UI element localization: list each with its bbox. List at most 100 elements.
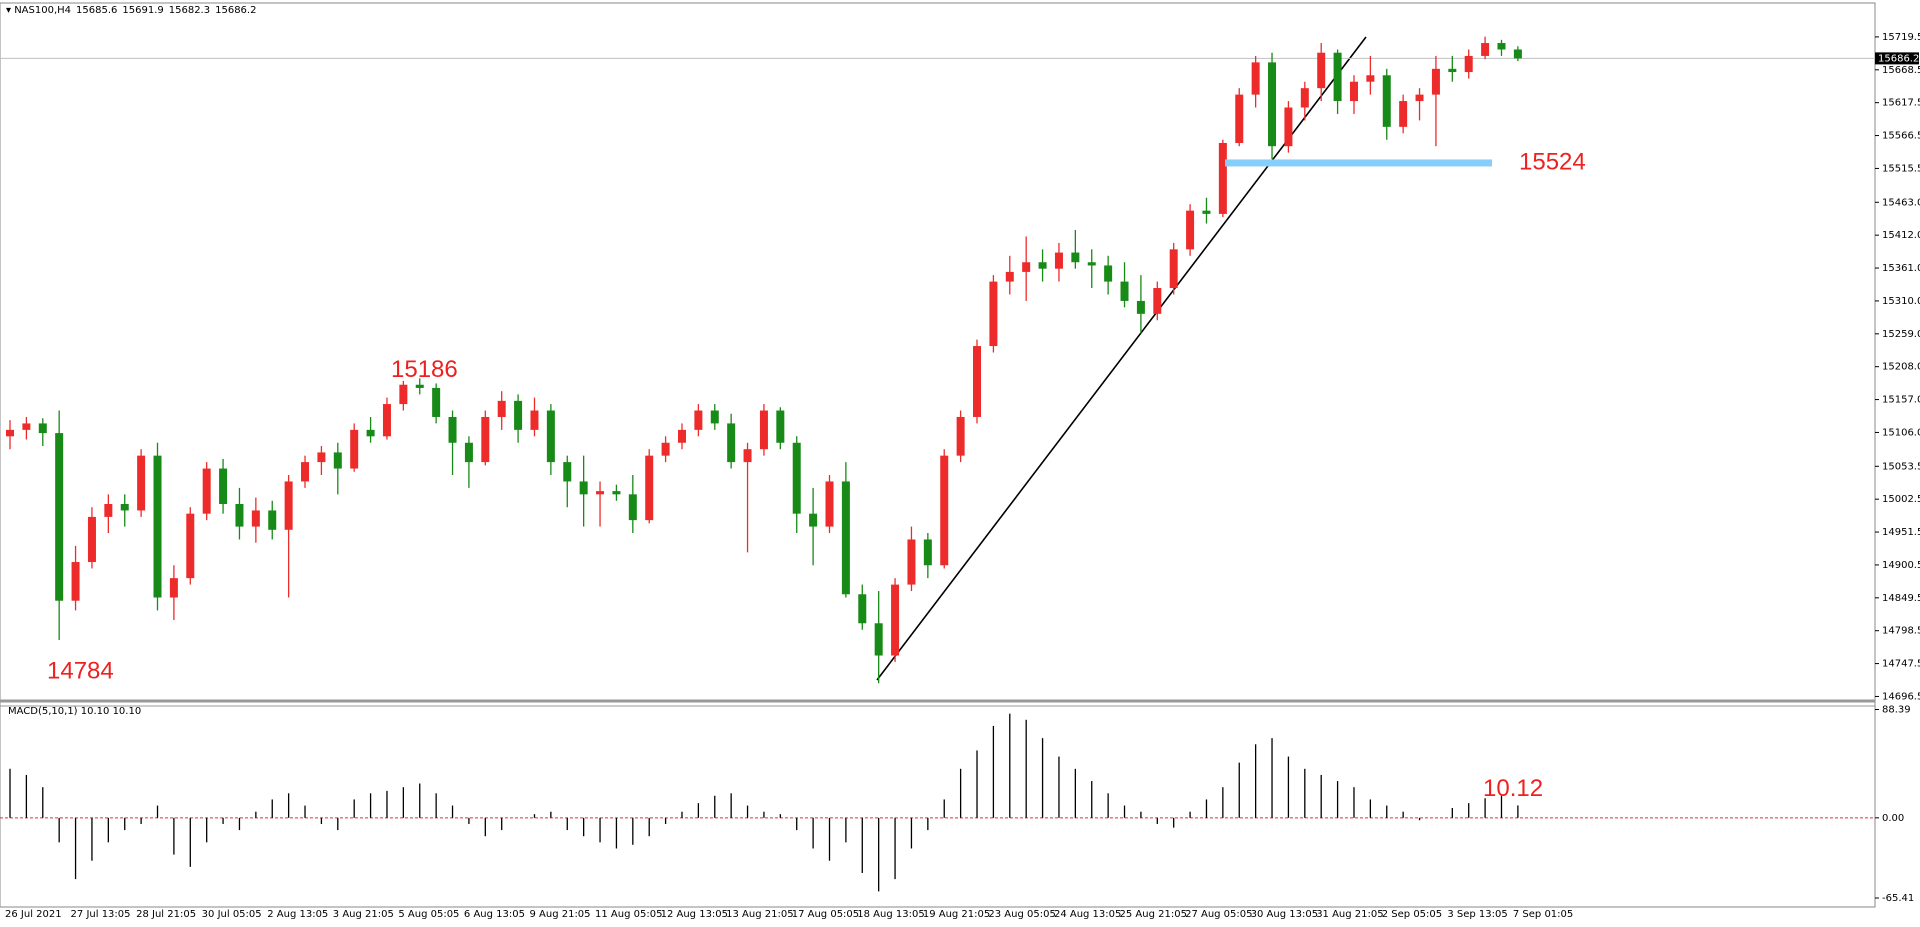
candle-body <box>1251 62 1260 95</box>
open: 15685.6 <box>76 5 118 16</box>
x-tick-label: 9 Aug 21:05 <box>529 909 590 920</box>
candle-body <box>874 623 883 656</box>
candle-body <box>956 416 965 456</box>
x-tick-label: 26 Jul 2021 <box>5 909 62 920</box>
candle-body <box>1448 68 1457 73</box>
candle-body <box>612 491 621 495</box>
candle-body <box>710 410 719 424</box>
candle-body <box>792 442 801 514</box>
candle-body <box>55 433 64 601</box>
candle-body <box>1431 68 1440 95</box>
x-tick-label: 27 Jul 13:05 <box>71 909 131 920</box>
support-zone <box>1225 159 1492 167</box>
y-tick-label: 15412.0 <box>1882 230 1920 241</box>
x-tick-label: 18 Aug 13:05 <box>857 909 924 920</box>
x-tick-label: 5 Aug 05:05 <box>398 909 459 920</box>
candle-body <box>1071 252 1080 263</box>
candle-body <box>1284 107 1293 147</box>
candle-body <box>907 539 916 585</box>
y-tick-label: 88.39 <box>1882 705 1911 716</box>
candle-body <box>202 468 211 514</box>
candle-body <box>415 384 424 388</box>
candle-body <box>366 429 375 437</box>
candle-body <box>891 584 900 656</box>
candle-body <box>104 504 113 517</box>
candle-body <box>923 539 932 566</box>
x-tick-label: 28 Jul 21:05 <box>136 909 196 920</box>
candle-body <box>87 516 96 563</box>
y-tick-label: 14696.5 <box>1882 691 1920 702</box>
candle-body <box>1235 94 1244 143</box>
y-tick-label: 15719.5 <box>1882 32 1920 43</box>
candle-body <box>497 400 506 417</box>
candle-body <box>1186 210 1195 250</box>
candle-body <box>448 416 457 443</box>
y-tick-label: 15668.5 <box>1882 65 1920 76</box>
y-tick-label: 14747.5 <box>1882 659 1920 670</box>
candle-body <box>235 504 244 527</box>
y-tick-label: -65.41 <box>1882 893 1914 904</box>
candle-body <box>973 346 982 417</box>
candles: 15186147841471715524 <box>0 36 1875 684</box>
annotation: 15186 <box>391 356 458 383</box>
x-tick-label: 25 Aug 21:05 <box>1120 909 1187 920</box>
x-tick-label: 11 Aug 05:05 <box>595 909 662 920</box>
candle-body <box>1513 49 1522 59</box>
header: ▾ NAS100,H4 15685.6 15691.9 15682.3 15686.2 <box>6 5 257 16</box>
candle-body <box>399 384 408 405</box>
y-tick-label: 15617.5 <box>1882 98 1920 109</box>
indicator-label: MACD(5,10,1) 10.10 10.10 <box>8 706 141 717</box>
y-tick-label: 15002.5 <box>1882 494 1920 505</box>
candle-body <box>579 481 588 495</box>
candle-body <box>514 400 523 430</box>
annotation: 10.12 <box>1483 775 1543 802</box>
candle-body <box>677 429 686 443</box>
high: 15691.9 <box>122 5 164 16</box>
candle-body <box>743 449 752 463</box>
low: 15682.3 <box>168 5 211 16</box>
candle-body <box>120 504 129 511</box>
candle-body <box>1202 210 1211 214</box>
candle-body <box>6 429 14 437</box>
candle-body <box>1054 252 1063 269</box>
y-tick-label: 15157.0 <box>1882 395 1920 406</box>
candle-body <box>989 281 998 347</box>
candle-body <box>251 510 260 527</box>
candle-body <box>1022 262 1031 272</box>
candle-body <box>301 462 310 482</box>
y-tick-label: 14951.5 <box>1882 527 1920 538</box>
candle-body <box>1087 262 1096 266</box>
annotation: 15524 <box>1519 148 1586 175</box>
x-tick-label: 3 Aug 21:05 <box>333 909 394 920</box>
x-tick-label: 2 Sep 05:05 <box>1382 909 1442 920</box>
candle-body <box>841 481 850 595</box>
candle-body <box>628 494 637 521</box>
candle-body <box>1104 265 1113 282</box>
y-tick-label: 0.00 <box>1882 813 1904 824</box>
y-tick-label: 15515.5 <box>1882 163 1920 174</box>
x-tick-label: 13 Aug 21:05 <box>726 909 793 920</box>
y-tick-label: 15259.0 <box>1882 329 1920 340</box>
candle-body <box>1005 271 1014 282</box>
candle-body <box>1300 88 1309 108</box>
x-tick-label: 3 Sep 13:05 <box>1447 909 1507 920</box>
candle-body <box>1464 55 1473 73</box>
candle-body <box>940 455 949 566</box>
candle-body <box>1038 262 1047 269</box>
candle-body <box>546 410 555 463</box>
candle-body <box>350 429 359 469</box>
candle-body <box>137 455 146 511</box>
candle-body <box>169 578 178 598</box>
candle-body <box>1333 52 1342 102</box>
candle-body <box>317 452 326 463</box>
close: 15686.2 <box>215 5 257 16</box>
x-tick-label: 12 Aug 13:05 <box>661 909 728 920</box>
candle-body <box>1415 94 1424 102</box>
candle-body <box>153 455 162 598</box>
frame <box>0 2 1876 908</box>
x-tick-label: 2 Aug 13:05 <box>267 909 328 920</box>
x-tick-label: 7 Sep 01:05 <box>1513 909 1573 920</box>
candle-body <box>1169 249 1178 289</box>
candle-body <box>809 513 818 527</box>
